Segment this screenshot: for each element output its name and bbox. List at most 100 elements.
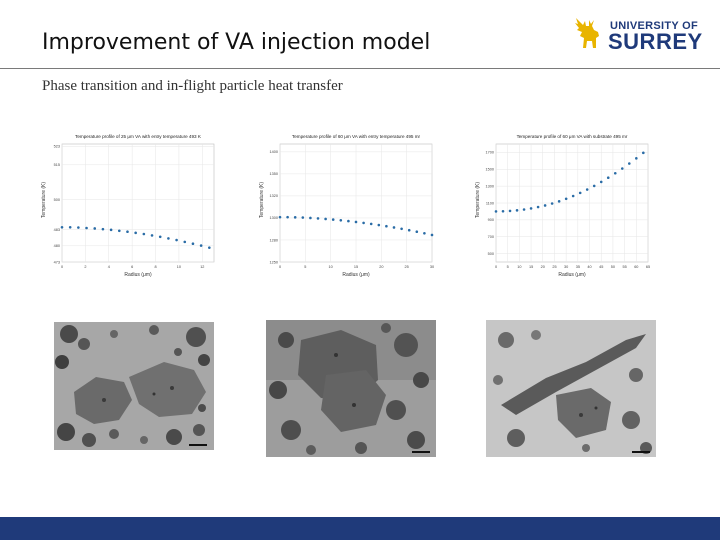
x-tick-label: 15	[354, 265, 358, 269]
data-point	[508, 209, 512, 213]
x-tick-label: 45	[599, 265, 603, 269]
data-point	[385, 224, 388, 228]
data-point	[77, 226, 80, 229]
data-point	[529, 207, 533, 210]
title-divider	[0, 68, 720, 69]
data-point	[571, 194, 575, 198]
data-point	[142, 232, 146, 236]
x-tick-label: 10	[517, 265, 521, 269]
data-point	[183, 240, 187, 244]
x-tick-label: 12	[200, 265, 204, 269]
data-point	[278, 215, 282, 219]
y-tick-label: 500	[488, 252, 494, 256]
data-point	[415, 230, 419, 234]
data-point	[377, 223, 381, 227]
data-point	[191, 242, 195, 246]
data-point	[301, 216, 305, 219]
y-tick-label: 1300	[486, 184, 494, 188]
data-point	[93, 227, 97, 230]
y-tick-label: 483	[54, 228, 60, 232]
data-point	[158, 235, 162, 239]
x-tick-label: 25	[552, 265, 556, 269]
data-point	[354, 220, 358, 224]
chart-xlabel: Radius (μm)	[342, 272, 370, 278]
data-point	[613, 171, 617, 175]
y-tick-label: 500	[54, 198, 60, 202]
x-tick-label: 4	[108, 265, 110, 269]
university-logo: UNIVERSITY OF SURREY	[570, 14, 702, 58]
micrograph-3	[486, 320, 656, 457]
x-tick-label: 20	[541, 265, 545, 269]
data-point	[585, 188, 589, 191]
data-point	[85, 226, 88, 230]
data-point	[557, 200, 561, 203]
data-point	[309, 216, 312, 220]
data-point	[501, 209, 505, 213]
chart-ylabel: Temperature (K)	[41, 182, 47, 218]
data-point	[430, 233, 434, 237]
x-tick-label: 20	[379, 265, 383, 269]
x-tick-label: 30	[430, 265, 434, 269]
data-point	[592, 184, 596, 188]
data-point	[60, 225, 64, 229]
x-tick-label: 65	[646, 265, 650, 269]
data-point	[550, 202, 554, 205]
y-tick-label: 900	[488, 218, 494, 222]
logo-line-1: UNIVERSITY OF	[610, 20, 699, 32]
x-tick-label: 55	[622, 265, 626, 269]
data-point	[316, 217, 320, 220]
data-point	[293, 216, 297, 219]
x-tick-label: 10	[329, 265, 333, 269]
chart-xlabel: Radius (μm)	[124, 272, 152, 278]
data-point	[642, 151, 645, 155]
data-point	[536, 205, 540, 209]
y-tick-label: 515	[54, 163, 60, 167]
data-point	[199, 244, 203, 247]
x-tick-label: 50	[611, 265, 615, 269]
y-tick-label: 1400	[270, 150, 278, 154]
data-point	[324, 217, 327, 221]
data-point	[606, 176, 610, 180]
data-point	[627, 162, 631, 165]
data-point	[134, 231, 137, 235]
data-point	[339, 219, 343, 222]
data-point	[407, 228, 411, 232]
data-point	[101, 227, 105, 231]
micrograph-1	[54, 322, 214, 450]
x-tick-label: 0	[61, 265, 63, 269]
chart-temperature-profile-25um: Temperature profile of 25 μm VA with ent…	[41, 134, 215, 278]
x-tick-label: 35	[576, 265, 580, 269]
x-tick-label: 10	[177, 265, 181, 269]
data-point	[543, 204, 547, 207]
x-tick-label: 8	[154, 265, 156, 269]
x-tick-label: 30	[564, 265, 568, 269]
data-point	[515, 209, 519, 212]
x-tick-label: 6	[131, 265, 133, 269]
data-point	[400, 227, 403, 231]
data-point	[564, 197, 568, 201]
y-tick-label: 1700	[486, 151, 494, 155]
data-point	[109, 228, 113, 232]
data-point	[117, 229, 121, 233]
y-tick-label: 1250	[270, 260, 278, 264]
y-tick-label: 1500	[486, 168, 494, 172]
data-point	[392, 226, 396, 229]
x-tick-label: 15	[529, 265, 533, 269]
y-tick-label: 473	[54, 260, 60, 264]
y-tick-label: 1320	[270, 194, 278, 198]
chart-title: Temperature profile of 25 μm VA with ent…	[75, 134, 202, 139]
chart-xlabel: Radius (μm)	[558, 272, 586, 278]
micrograph-2	[266, 320, 436, 457]
x-tick-label: 0	[495, 265, 497, 269]
data-point	[620, 167, 624, 170]
data-point	[494, 210, 498, 213]
slide-subtitle: Phase transition and in-flight particle …	[42, 78, 343, 94]
data-point	[175, 238, 178, 242]
y-tick-label: 700	[488, 235, 494, 239]
data-point	[150, 234, 154, 237]
x-tick-label: 2	[84, 265, 86, 269]
data-point	[423, 231, 426, 235]
y-tick-label: 1350	[270, 172, 278, 176]
chart-temperature-profile-60um: Temperature profile of 60 μm VA with ent…	[259, 134, 434, 278]
x-tick-label: 25	[405, 265, 409, 269]
